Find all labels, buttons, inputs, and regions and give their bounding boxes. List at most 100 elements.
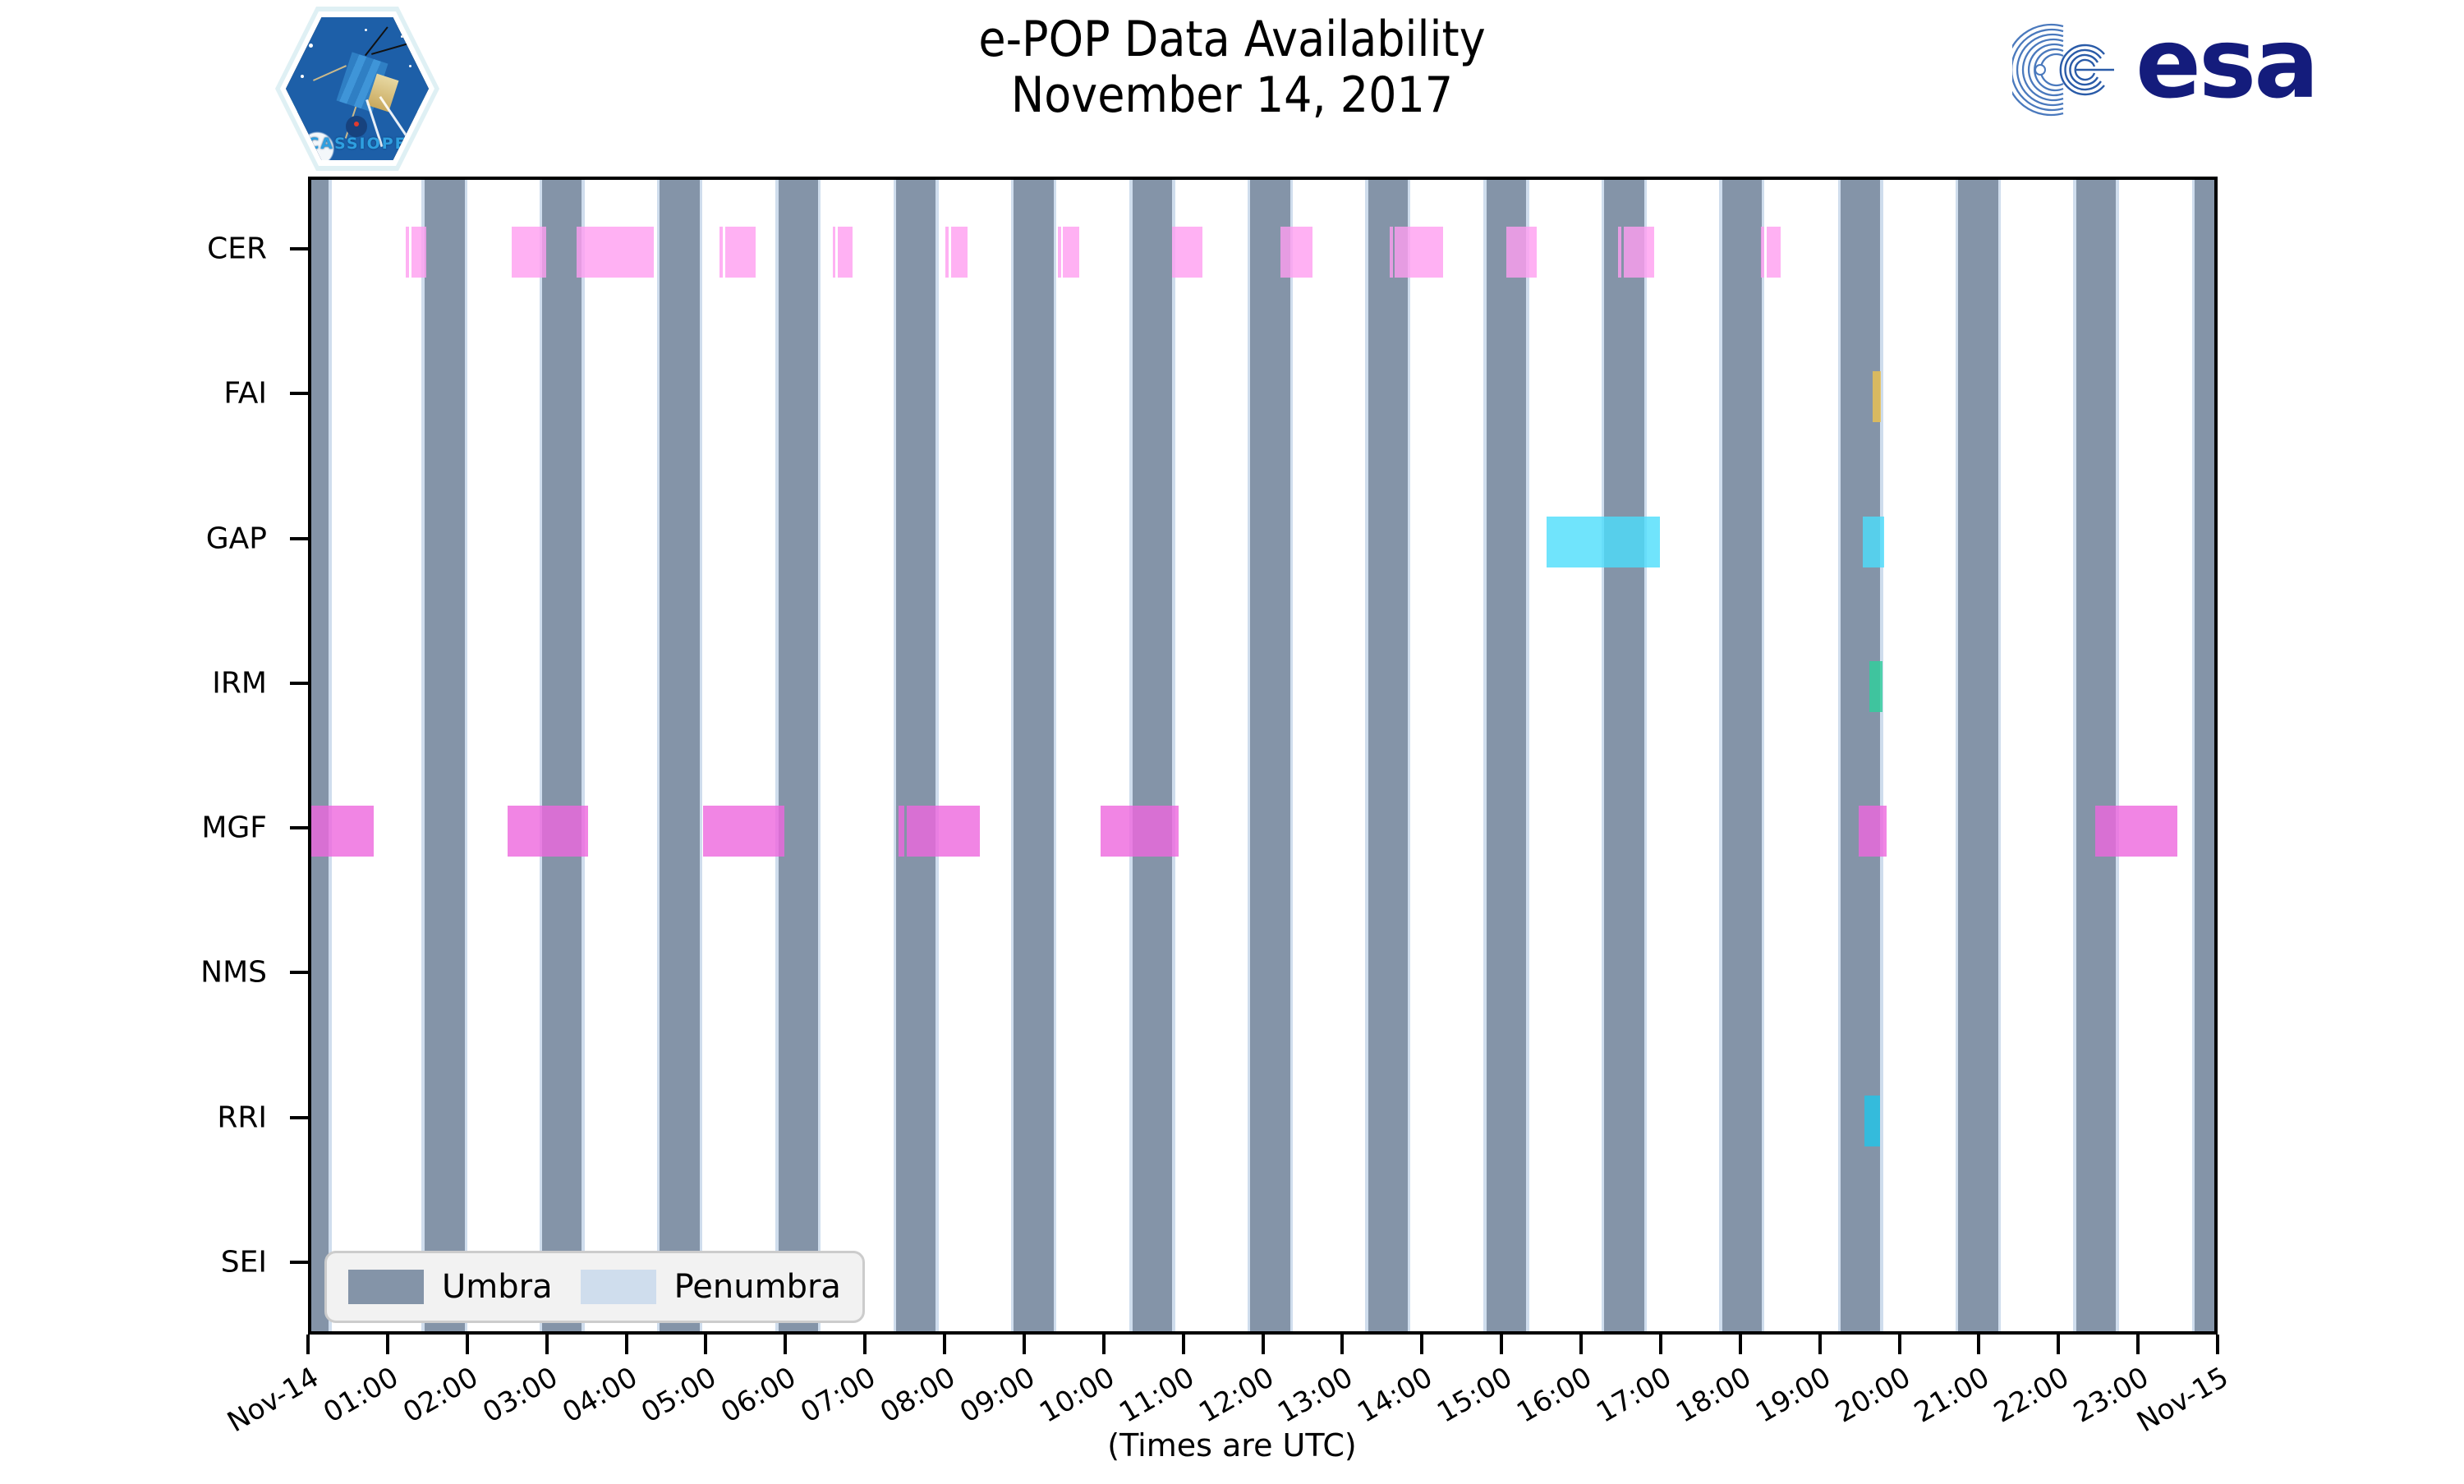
availability-timeline-plot[interactable]	[308, 177, 2218, 1335]
x-tick-mark	[2136, 1335, 2140, 1354]
esa-wordmark: esa	[2135, 7, 2319, 120]
x-tick-mark	[1500, 1335, 1504, 1354]
data-bar-cer[interactable]	[838, 227, 853, 278]
x-tick-mark	[465, 1335, 469, 1354]
y-tick-label-sei: SEI	[220, 1245, 267, 1280]
umbra-band	[778, 180, 819, 1331]
x-tick-mark	[545, 1335, 549, 1354]
data-bar-cer[interactable]	[1617, 227, 1621, 278]
data-bar-cer[interactable]	[1063, 227, 1079, 278]
title-line-1: e-POP Data Availability	[978, 11, 1486, 68]
data-bar-cer[interactable]	[719, 227, 723, 278]
data-bar-rri[interactable]	[1864, 1095, 1881, 1146]
x-tick-mark	[704, 1335, 708, 1354]
umbra-band	[2195, 180, 2214, 1331]
y-tick-label-irm: IRM	[212, 666, 267, 701]
legend-label: Penumbra	[673, 1268, 841, 1306]
umbra-band	[1840, 180, 1881, 1331]
umbra-band	[2076, 180, 2117, 1331]
data-bar-fai[interactable]	[1872, 371, 1882, 423]
data-bar-mgf[interactable]	[311, 806, 374, 857]
y-tick-mark	[290, 681, 308, 685]
data-bar-gap[interactable]	[1546, 516, 1661, 567]
umbra-band	[1250, 180, 1290, 1331]
legend-label: Umbra	[442, 1268, 553, 1306]
esa-logo: esa	[2005, 7, 2365, 122]
x-tick-mark	[1261, 1335, 1265, 1354]
y-tick-mark	[290, 536, 308, 540]
csa-roundel-icon	[346, 116, 367, 137]
data-bar-mgf[interactable]	[898, 806, 904, 857]
data-bar-mgf[interactable]	[1859, 806, 1887, 857]
data-bar-mgf[interactable]	[702, 806, 785, 857]
data-bar-gap[interactable]	[1863, 516, 1885, 567]
data-bar-mgf[interactable]	[2094, 806, 2177, 857]
cassiope-logo: CASSIOPE	[275, 7, 439, 171]
data-bar-cer[interactable]	[832, 227, 836, 278]
x-tick-mark	[1897, 1335, 1901, 1354]
data-bar-cer[interactable]	[1506, 227, 1537, 278]
data-bar-mgf[interactable]	[906, 806, 980, 857]
page-title: e-POP Data Availability November 14, 201…	[0, 11, 2464, 124]
y-axis: CER FAI GAP IRM MGF NMS RRI SEI	[0, 177, 308, 1335]
esa-emblem-icon	[2005, 21, 2135, 118]
y-tick-mark	[290, 1115, 308, 1119]
data-bar-cer[interactable]	[950, 227, 968, 278]
umbra-band	[1368, 180, 1408, 1331]
x-tick-mark	[2216, 1335, 2219, 1354]
legend-item-umbra[interactable]: Umbra	[348, 1268, 553, 1306]
cassiope-logo-artwork: CASSIOPE	[286, 17, 429, 160]
x-tick-mark	[1340, 1335, 1345, 1354]
plot-area	[311, 180, 2214, 1331]
y-tick-mark	[290, 826, 308, 830]
data-bar-cer[interactable]	[411, 227, 427, 278]
y-tick-mark	[290, 392, 308, 396]
data-bar-mgf[interactable]	[508, 806, 589, 857]
data-bar-cer[interactable]	[1172, 227, 1202, 278]
x-tick-mark	[1579, 1335, 1583, 1354]
y-tick-label-nms: NMS	[200, 955, 267, 990]
data-bar-cer[interactable]	[406, 227, 410, 278]
umbra-band	[896, 180, 936, 1331]
y-tick-label-mgf: MGF	[201, 811, 267, 845]
umbra-band	[660, 180, 700, 1331]
x-tick-mark	[624, 1335, 628, 1354]
data-bar-cer[interactable]	[1395, 227, 1443, 278]
y-tick-mark	[290, 971, 308, 975]
x-tick-mark	[1818, 1335, 1822, 1354]
umbra-band	[1722, 180, 1763, 1331]
data-bar-cer[interactable]	[1057, 227, 1061, 278]
umbra-band	[311, 180, 329, 1331]
data-bar-cer[interactable]	[1624, 227, 1655, 278]
data-bar-cer[interactable]	[724, 227, 756, 278]
data-bar-cer[interactable]	[1766, 227, 1781, 278]
data-bar-cer[interactable]	[576, 227, 654, 278]
star-icon	[309, 44, 313, 48]
x-tick-mark	[1181, 1335, 1185, 1354]
x-tick-mark	[863, 1335, 867, 1354]
data-bar-cer[interactable]	[945, 227, 949, 278]
y-tick-label-rri: RRI	[217, 1100, 267, 1135]
legend-item-penumbra[interactable]: Penumbra	[580, 1268, 841, 1306]
data-bar-cer[interactable]	[1280, 227, 1312, 278]
y-tick-label-gap: GAP	[205, 521, 267, 556]
x-tick-mark	[784, 1335, 788, 1354]
x-tick-mark	[1738, 1335, 1742, 1354]
umbra-band	[541, 180, 582, 1331]
data-bar-cer[interactable]	[512, 227, 546, 278]
legend-swatch-umbra	[348, 1270, 424, 1304]
umbra-band	[1132, 180, 1173, 1331]
data-bar-mgf[interactable]	[1101, 806, 1179, 857]
x-tick-mark	[1420, 1335, 1424, 1354]
umbra-band	[1604, 180, 1644, 1331]
x-tick-mark	[943, 1335, 946, 1354]
umbra-band	[1486, 180, 1527, 1331]
y-tick-label-cer: CER	[207, 232, 267, 266]
y-tick-mark	[290, 1260, 308, 1264]
data-bar-cer[interactable]	[1761, 227, 1764, 278]
data-bar-cer[interactable]	[1389, 227, 1393, 278]
data-bar-irm[interactable]	[1869, 660, 1883, 712]
legend[interactable]: Umbra Penumbra	[324, 1251, 865, 1323]
umbra-band	[1014, 180, 1054, 1331]
title-line-2: November 14, 2017	[1010, 67, 1454, 125]
